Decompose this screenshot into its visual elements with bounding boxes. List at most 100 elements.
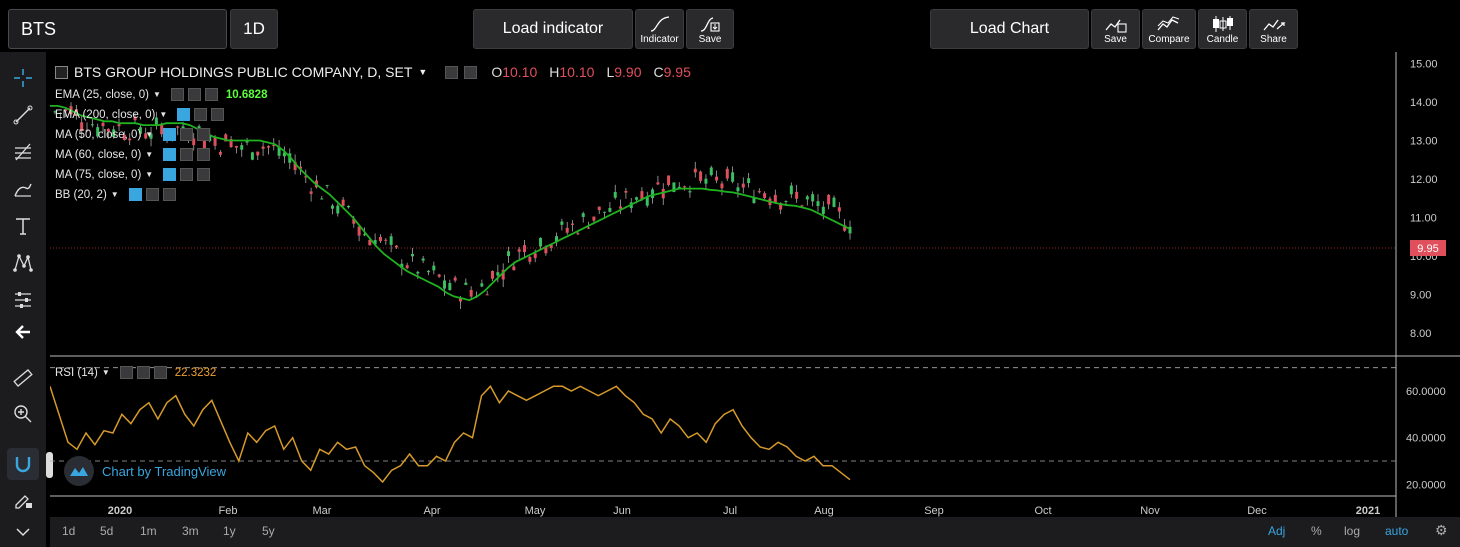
save-indicator-button[interactable]: Save	[686, 9, 734, 49]
candle-body	[320, 198, 324, 200]
remove-indicator-icon[interactable]	[162, 188, 176, 201]
remove-indicator-icon[interactable]	[211, 108, 225, 121]
indicator-caret-icon[interactable]: ▼	[145, 150, 154, 159]
candle-body	[656, 182, 660, 185]
brush-tool[interactable]	[7, 173, 39, 205]
candle-body	[112, 129, 116, 137]
indicator-rsi[interactable]: RSI (14) ▼ 22.3232	[55, 366, 216, 379]
indicator-label: MA (75, close, 0)	[55, 168, 142, 181]
back-tool[interactable]	[7, 316, 39, 348]
candle-body	[389, 236, 393, 245]
indicator-settings-icon[interactable]	[194, 108, 208, 121]
remove-indicator-icon[interactable]	[197, 128, 211, 141]
candle-body	[779, 202, 783, 210]
lock-drawings-tool[interactable]	[7, 484, 39, 516]
indicator-settings-icon[interactable]	[180, 148, 194, 161]
show-indicator-icon[interactable]	[163, 168, 177, 181]
percent-toggle[interactable]: %	[1311, 524, 1322, 538]
indicator-bb[interactable]: BB (20, 2) ▼	[55, 188, 176, 201]
candle-body	[282, 152, 286, 157]
indicator-button[interactable]: Indicator	[635, 9, 684, 49]
candle-body	[224, 134, 228, 142]
rsi-caret-icon[interactable]: ▼	[101, 368, 110, 377]
remove-rsi-icon[interactable]	[153, 366, 167, 379]
pattern-tool[interactable]	[7, 247, 39, 279]
remove-indicator-icon[interactable]	[197, 148, 211, 161]
candle-body	[325, 185, 329, 187]
symbol-search-input[interactable]	[8, 9, 227, 49]
indicator-ma75[interactable]: MA (75, close, 0) ▼	[55, 168, 211, 181]
load-chart-button[interactable]: Load Chart	[930, 9, 1089, 49]
indicator-ma50[interactable]: MA (50, close, 0) ▼	[55, 128, 211, 141]
hide-rsi-icon[interactable]	[119, 366, 133, 379]
candle-body	[453, 277, 457, 281]
save-indicator-icon	[700, 17, 720, 32]
chart-area[interactable]: 15.00 14.00 13.00 12.00 11.00 10.00 9.00 8.00 6…	[50, 52, 1460, 517]
hide-series-icon[interactable]	[445, 65, 459, 79]
candle-body	[346, 205, 350, 208]
auto-toggle[interactable]: auto	[1385, 524, 1409, 538]
candle-body	[773, 194, 777, 203]
candle-body	[539, 237, 543, 247]
settings-gear-icon[interactable]: ⚙	[1435, 522, 1448, 538]
indicator-caret-icon[interactable]: ▼	[145, 130, 154, 139]
time-tick-label: Nov	[1140, 505, 1160, 517]
prediction-tool[interactable]	[7, 284, 39, 316]
candle-body	[571, 223, 575, 225]
log-toggle[interactable]: log	[1344, 524, 1361, 538]
indicator-caret-icon[interactable]: ▼	[152, 90, 161, 99]
adj-toggle[interactable]: Adj	[1268, 524, 1286, 538]
range-5d[interactable]: 5d	[100, 524, 114, 538]
compare-button[interactable]: Compare	[1142, 9, 1196, 49]
indicator-settings-icon[interactable]	[187, 88, 201, 101]
range-5y[interactable]: 5y	[262, 524, 275, 538]
range-1m[interactable]: 1m	[140, 524, 157, 538]
candle-button[interactable]: Candle	[1198, 9, 1247, 49]
share-button[interactable]: Share	[1249, 9, 1298, 49]
indicator-ema25[interactable]: EMA (25, close, 0) ▼ 10.6828	[55, 88, 267, 101]
remove-indicator-icon[interactable]	[197, 168, 211, 181]
show-indicator-icon[interactable]	[177, 108, 191, 121]
rsi-settings-icon[interactable]	[136, 366, 150, 379]
save-chart-button[interactable]: Save	[1091, 9, 1140, 49]
candle-body	[704, 178, 708, 184]
series-menu-caret-icon[interactable]: ▼	[418, 67, 428, 77]
indicator-ema200[interactable]: EMA (200, close, 0) ▼	[55, 108, 225, 121]
candle-body	[432, 265, 436, 271]
indicator-caret-icon[interactable]: ▼	[145, 170, 154, 179]
magnet-tool[interactable]	[7, 448, 39, 480]
show-indicator-icon[interactable]	[163, 128, 177, 141]
timeframe-button[interactable]: 1D	[230, 9, 278, 49]
indicator-ma60[interactable]: MA (60, close, 0) ▼	[55, 148, 211, 161]
show-indicator-icon[interactable]	[163, 148, 177, 161]
range-3m[interactable]: 3m	[182, 524, 199, 538]
candle-body	[138, 127, 142, 134]
remove-indicator-icon[interactable]	[204, 88, 218, 101]
measure-tool[interactable]	[7, 362, 39, 394]
indicator-caret-icon[interactable]: ▼	[110, 190, 119, 199]
tradingview-watermark[interactable]: Chart by TradingView	[64, 456, 226, 486]
indicator-caret-icon[interactable]: ▼	[159, 110, 168, 119]
text-tool[interactable]	[7, 210, 39, 242]
fib-tool[interactable]	[7, 136, 39, 168]
trend-line-tool[interactable]	[7, 99, 39, 131]
range-1d[interactable]: 1d	[62, 524, 76, 538]
collapse-legend-icon[interactable]	[55, 65, 68, 79]
toolbar-collapse-handle[interactable]	[46, 452, 53, 478]
series-settings-icon[interactable]	[464, 65, 478, 79]
hide-indicator-icon[interactable]	[170, 88, 184, 101]
candle-body	[256, 151, 260, 156]
load-indicator-button[interactable]: Load indicator	[473, 9, 633, 49]
indicator-settings-icon[interactable]	[180, 128, 194, 141]
more-tools[interactable]	[7, 516, 39, 547]
rsi-label: RSI (14)	[55, 366, 98, 379]
show-indicator-icon[interactable]	[128, 188, 142, 201]
time-tick-label: Jun	[613, 505, 631, 517]
range-1y[interactable]: 1y	[223, 524, 236, 538]
indicator-settings-icon[interactable]	[180, 168, 194, 181]
crosshair-tool[interactable]	[7, 62, 39, 94]
indicator-settings-icon[interactable]	[145, 188, 159, 201]
candle-body	[421, 258, 425, 261]
zoom-tool[interactable]	[7, 398, 39, 430]
